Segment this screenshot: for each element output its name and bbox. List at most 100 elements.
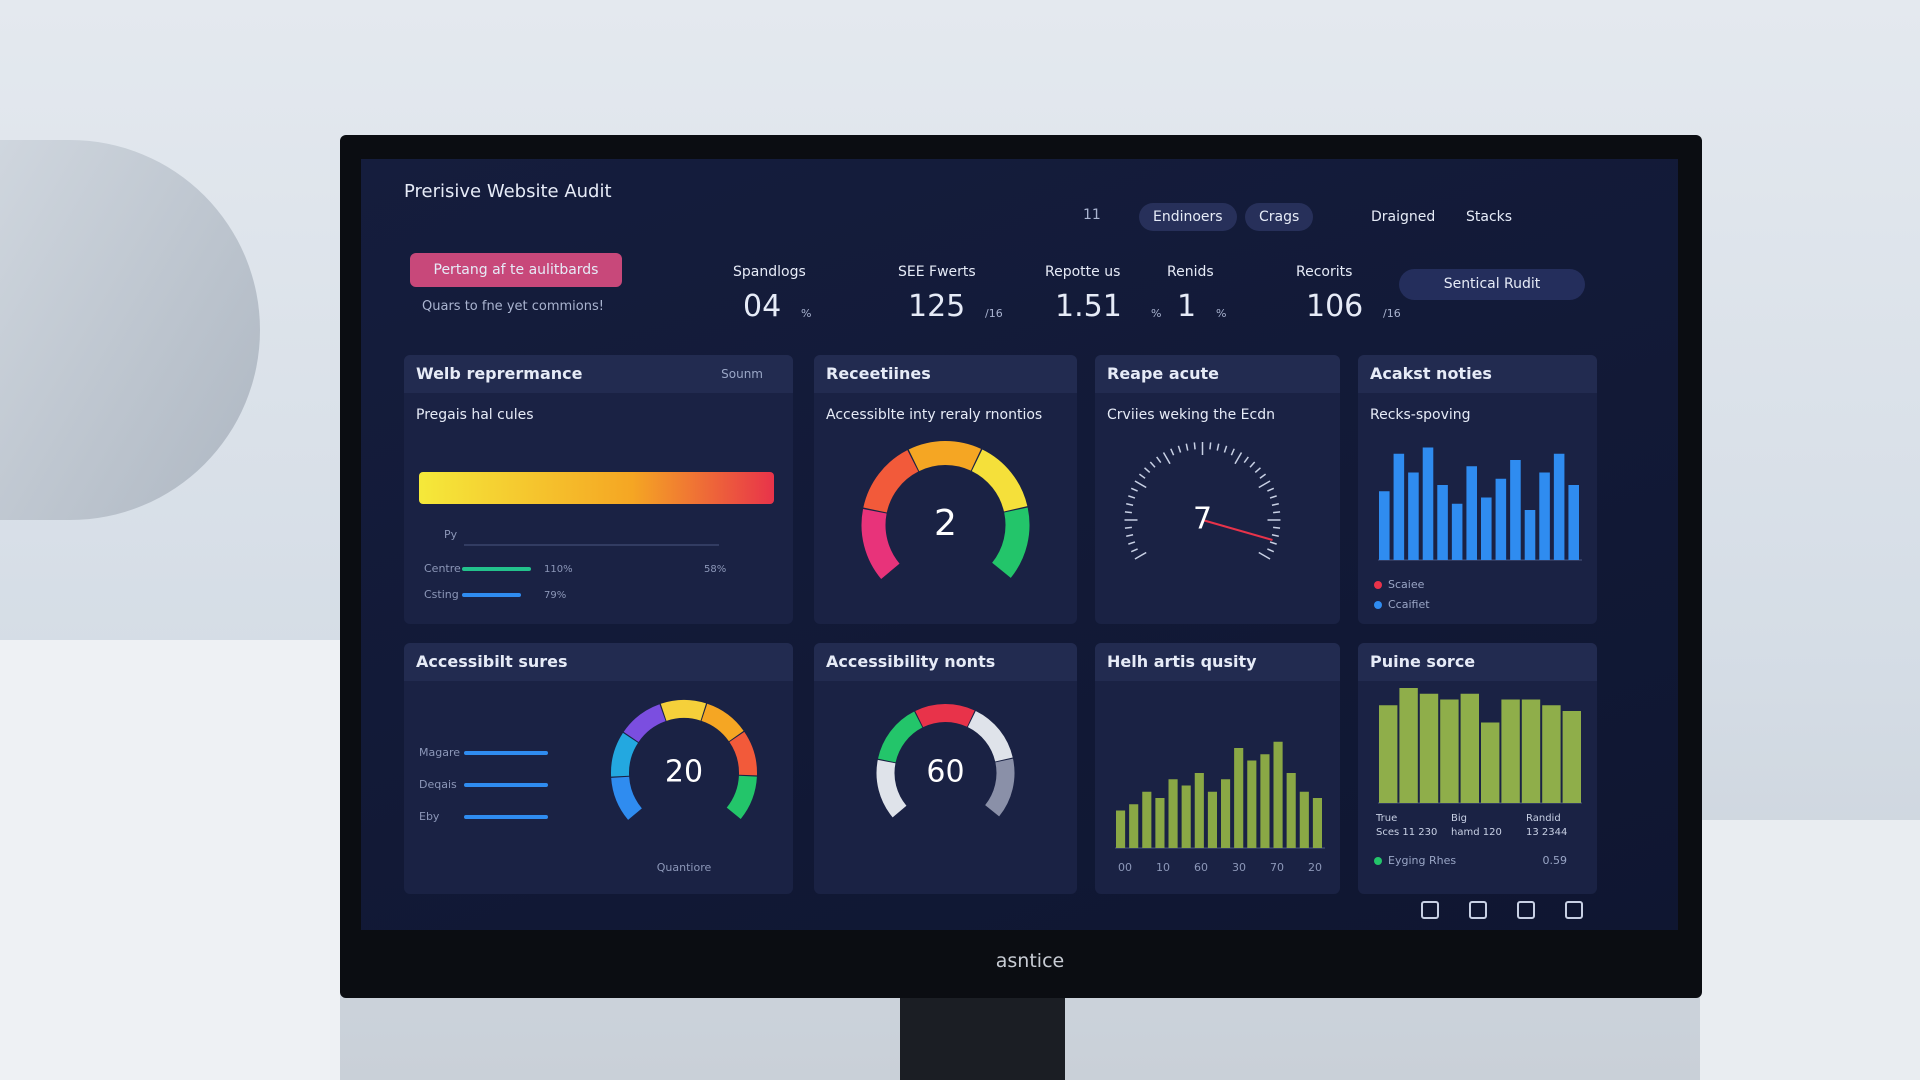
dial-tick: [1258, 551, 1271, 560]
kpi-value: 106: [1306, 289, 1364, 324]
dial-tick: [1126, 534, 1134, 537]
bar: [1553, 453, 1565, 560]
dial-value: 7: [1193, 502, 1212, 537]
bar: [1437, 485, 1448, 560]
panel: Receetiines Accessiblte inty reraly rnont…: [814, 355, 1077, 624]
panel-graphic: Eyging Rhes True Sces 11 230 Big hamd 120 Ran…: [1374, 688, 1582, 867]
bar: [1481, 722, 1500, 803]
panel-title: Welb reprermance: [404, 355, 793, 393]
monitor-brand: asntice: [995, 950, 1065, 972]
gauge-arc: [863, 450, 919, 513]
toolbar-icon[interactable]: [1469, 901, 1487, 919]
screen: Prerisive Website Audit 11 Endinoers Crags D…: [361, 159, 1678, 930]
panel-subtitle: Accessiblte inty reraly rnontios: [826, 407, 1043, 423]
stat: Big: [1451, 813, 1467, 824]
banner-button[interactable]: Pertang af te aulitbards: [410, 253, 622, 287]
stat: True: [1375, 813, 1397, 824]
bar: [1260, 754, 1270, 848]
legend-label: Eyging Rhes: [1388, 854, 1456, 867]
bar: [1399, 688, 1418, 803]
panel-title: Receetiines: [814, 355, 1077, 393]
dial-tick: [1185, 443, 1189, 451]
bar: [1521, 699, 1541, 803]
heat-bar: [419, 472, 774, 504]
legend-dot: [1374, 857, 1382, 865]
gauge-value: 20: [665, 755, 703, 790]
bar: [1234, 748, 1244, 848]
kpi-unit: %: [1216, 307, 1227, 320]
bar: [1524, 510, 1536, 560]
dial-tick: [1216, 443, 1220, 451]
toolbar-icon[interactable]: [1421, 901, 1439, 919]
search-count: 11: [1083, 207, 1101, 223]
x-label: 20: [1308, 861, 1322, 874]
bar: [1419, 693, 1439, 803]
gauge-value: 60: [926, 755, 964, 790]
dial-tick: [1209, 442, 1212, 450]
gauge-arc: [611, 776, 643, 820]
legend-dot: [1374, 581, 1382, 589]
bar: [1194, 773, 1204, 848]
legend-dot: [1374, 601, 1382, 609]
scale-end: 58%: [704, 564, 726, 575]
panel-graphic: 7: [1124, 442, 1281, 560]
gauge-arc: [729, 731, 757, 776]
bar: [1129, 804, 1139, 848]
dial-tick: [1128, 541, 1136, 545]
desk: [1700, 820, 1920, 1080]
bar: [1299, 791, 1309, 848]
nav-item[interactable]: Stacks: [1466, 209, 1513, 225]
row-label: Deqais: [419, 778, 457, 791]
tab[interactable]: Crags: [1245, 203, 1314, 231]
dial-tick: [1267, 548, 1275, 553]
dial-tick: [1234, 452, 1243, 465]
dial-tick: [1156, 456, 1162, 464]
x-label: 10: [1156, 861, 1170, 874]
panel-graphic: Py 58% Centre 110% Csting 79%: [419, 472, 774, 601]
dial-tick: [1134, 551, 1147, 560]
kpi-label: Recorits: [1296, 264, 1353, 280]
gauge-arc: [967, 710, 1013, 762]
panel-title: Puine sorce: [1358, 643, 1597, 681]
row-value: 79%: [544, 590, 566, 601]
bar: [1379, 705, 1398, 803]
dial-tick: [1259, 473, 1267, 479]
panel-subtitle: Crviies weking the Ecdn: [1107, 407, 1275, 423]
toolbar-icon[interactable]: [1565, 901, 1583, 919]
panel-subtitle: Recks-spoving: [1370, 407, 1471, 423]
dial-tick: [1267, 487, 1275, 492]
banner-subtitle: Quars to fne yet commions!: [422, 299, 604, 314]
bar: [1181, 785, 1191, 848]
dial-tick: [1124, 511, 1132, 514]
kpi-label: Spandlogs: [733, 264, 806, 280]
tab[interactable]: Endinoers: [1139, 203, 1237, 231]
bar: [1510, 460, 1521, 560]
panel-menu[interactable]: Sounm: [721, 367, 763, 381]
bar: [1312, 798, 1322, 848]
header-button[interactable]: Sentical Rudit: [1399, 269, 1585, 300]
bar: [1542, 705, 1561, 803]
panel: Reape acute Crviies weking the Ecdn 7: [1095, 355, 1340, 624]
bar: [1440, 699, 1459, 803]
panel-graphic: 20 Magare Deqais Eby Quantiore: [419, 700, 757, 874]
bar: [1155, 798, 1165, 848]
gauge-arc: [660, 700, 707, 721]
dial-tick: [1124, 526, 1132, 529]
bar: [1481, 497, 1492, 560]
app-title: Prerisive Website Audit: [404, 181, 612, 202]
nav-item[interactable]: Draigned: [1371, 209, 1436, 225]
bar: [1247, 760, 1257, 848]
dial-tick: [1138, 473, 1146, 479]
gauge-arc: [971, 449, 1028, 512]
row-label: Centre: [424, 562, 461, 575]
gauge-arc: [878, 711, 923, 763]
gauge-arc: [876, 759, 907, 818]
bar: [1466, 466, 1477, 560]
x-label: 70: [1270, 861, 1284, 874]
kpi-unit: /16: [985, 307, 1003, 320]
legend-label: Ccaifiet: [1388, 598, 1430, 611]
panel-title: Helh artis qusity: [1095, 643, 1340, 681]
gauge-arc: [915, 704, 975, 728]
toolbar-icon[interactable]: [1517, 901, 1535, 919]
dial-tick: [1130, 487, 1138, 492]
